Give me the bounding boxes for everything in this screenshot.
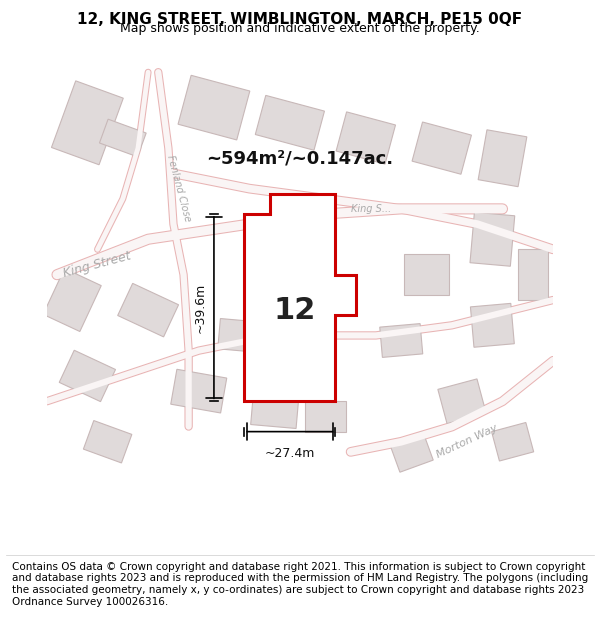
- Bar: [404, 254, 449, 295]
- Bar: [305, 401, 346, 432]
- Text: Fenland Close: Fenland Close: [165, 154, 192, 223]
- Bar: [100, 119, 146, 157]
- Text: King Street: King Street: [62, 249, 133, 280]
- Bar: [218, 319, 261, 352]
- Bar: [251, 394, 299, 429]
- Bar: [178, 76, 250, 140]
- Polygon shape: [244, 194, 356, 401]
- Bar: [83, 421, 132, 463]
- Bar: [518, 249, 548, 300]
- Bar: [470, 303, 514, 348]
- Bar: [380, 324, 423, 357]
- Bar: [59, 350, 116, 402]
- Text: Contains OS data © Crown copyright and database right 2021. This information is : Contains OS data © Crown copyright and d…: [12, 562, 588, 606]
- Bar: [43, 269, 101, 331]
- Bar: [171, 369, 227, 413]
- Bar: [52, 81, 123, 165]
- Bar: [491, 422, 533, 461]
- Bar: [118, 283, 179, 337]
- Text: Morton Way: Morton Way: [435, 423, 499, 461]
- Text: 12, KING STREET, WIMBLINGTON, MARCH, PE15 0QF: 12, KING STREET, WIMBLINGTON, MARCH, PE1…: [77, 12, 523, 27]
- Bar: [336, 112, 395, 164]
- Bar: [412, 122, 472, 174]
- Bar: [478, 130, 527, 187]
- Bar: [470, 213, 515, 266]
- Text: King S...: King S...: [351, 204, 391, 214]
- Text: ~594m²/~0.147ac.: ~594m²/~0.147ac.: [206, 149, 394, 168]
- Text: ~27.4m: ~27.4m: [265, 447, 315, 460]
- Text: Map shows position and indicative extent of the property.: Map shows position and indicative extent…: [120, 22, 480, 35]
- Text: ~39.6m: ~39.6m: [193, 282, 206, 332]
- Bar: [438, 379, 486, 424]
- Text: 12: 12: [274, 296, 316, 324]
- Bar: [255, 96, 325, 150]
- Bar: [389, 431, 433, 472]
